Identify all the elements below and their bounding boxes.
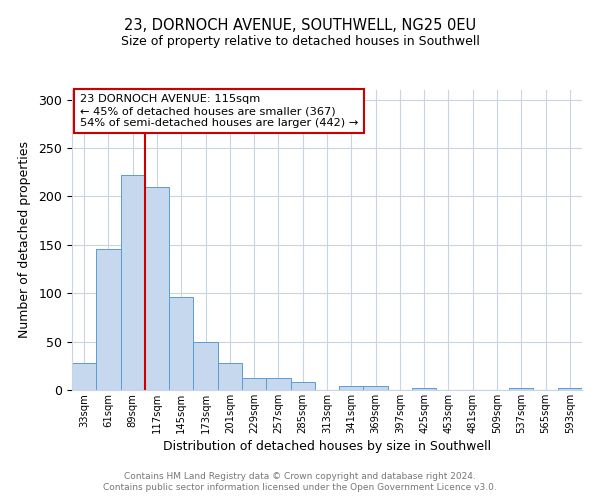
Text: Size of property relative to detached houses in Southwell: Size of property relative to detached ho… bbox=[121, 35, 479, 48]
Bar bbox=[339, 386, 364, 390]
Bar bbox=[72, 363, 96, 390]
Text: Contains public sector information licensed under the Open Government Licence v3: Contains public sector information licen… bbox=[103, 484, 497, 492]
Text: 23 DORNOCH AVENUE: 115sqm
← 45% of detached houses are smaller (367)
54% of semi: 23 DORNOCH AVENUE: 115sqm ← 45% of detac… bbox=[80, 94, 358, 128]
Bar bbox=[509, 388, 533, 390]
Bar bbox=[121, 175, 145, 390]
Bar bbox=[193, 342, 218, 390]
Bar bbox=[169, 297, 193, 390]
X-axis label: Distribution of detached houses by size in Southwell: Distribution of detached houses by size … bbox=[163, 440, 491, 453]
Bar bbox=[290, 382, 315, 390]
Bar bbox=[145, 187, 169, 390]
Bar bbox=[96, 248, 121, 390]
Bar bbox=[364, 386, 388, 390]
Bar bbox=[266, 378, 290, 390]
Bar bbox=[242, 378, 266, 390]
Y-axis label: Number of detached properties: Number of detached properties bbox=[19, 142, 31, 338]
Bar bbox=[412, 388, 436, 390]
Text: 23, DORNOCH AVENUE, SOUTHWELL, NG25 0EU: 23, DORNOCH AVENUE, SOUTHWELL, NG25 0EU bbox=[124, 18, 476, 32]
Bar bbox=[218, 363, 242, 390]
Bar bbox=[558, 388, 582, 390]
Text: Contains HM Land Registry data © Crown copyright and database right 2024.: Contains HM Land Registry data © Crown c… bbox=[124, 472, 476, 481]
